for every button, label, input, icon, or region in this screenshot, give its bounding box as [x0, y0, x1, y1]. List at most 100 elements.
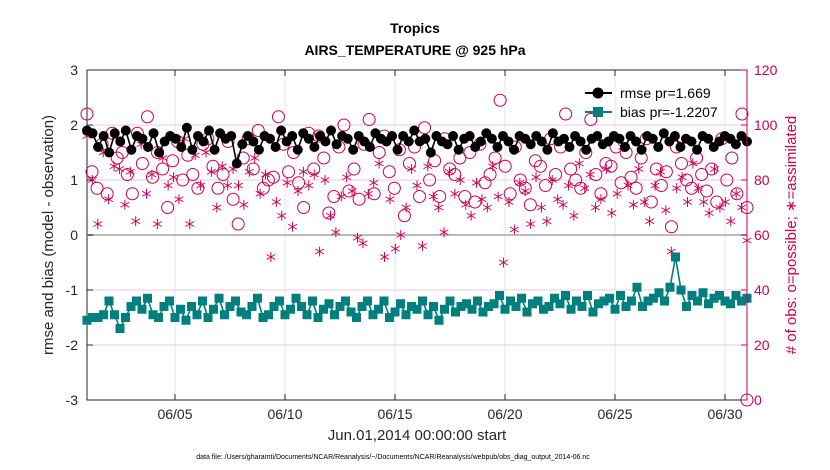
y-right-tick-label: 60 [754, 227, 770, 243]
bias-point [451, 307, 460, 317]
bias-point [616, 291, 625, 300]
obs-assimilated-point [244, 166, 254, 177]
rmse-point [653, 142, 664, 152]
obs-assimilated-point [672, 183, 682, 194]
rmse-point [226, 131, 237, 141]
bias-point [649, 293, 658, 303]
bias-point [379, 296, 389, 306]
obs-assimilated-point [185, 219, 195, 229]
bias-point [737, 296, 746, 306]
obs-assimilated-point [623, 180, 633, 191]
obs-assimilated-point [401, 202, 411, 213]
obs-possible-point [675, 157, 689, 170]
rmse-point [309, 142, 320, 152]
axis-ticks: 06/05 06/10 06/15 06/20 06/25 06/30 -3 -2 -1 0 1 2 3… [66, 62, 778, 422]
obs-assimilated-point [455, 175, 465, 185]
bias-point [247, 302, 257, 311]
bias-point [181, 315, 191, 325]
obs-assimilated-point [450, 188, 460, 199]
obs-assimilated-point [152, 219, 162, 229]
obs-assimilated-point [504, 197, 514, 207]
legend: rmse pr=1.669 bias pr=-1.2207 [585, 85, 718, 120]
rmse-point [98, 131, 109, 141]
obs-possible-point [362, 113, 376, 126]
bias-point [627, 296, 636, 306]
bias-point [407, 302, 416, 311]
obs-assimilated-point [298, 166, 308, 177]
rmse-point [148, 128, 159, 139]
rmse-point [115, 136, 126, 147]
obs-possible-point [695, 168, 709, 181]
obs-assimilated-point [639, 197, 649, 207]
y-right-tick-label: 100 [754, 117, 778, 133]
obs-possible-point [80, 107, 94, 121]
rmse-point [143, 142, 154, 152]
rmse-point [364, 142, 375, 152]
bias-point [368, 310, 378, 320]
rmse-point [93, 142, 104, 152]
rmse-point [198, 136, 209, 147]
obs-assimilated-point [439, 227, 449, 238]
rmse-point [187, 144, 198, 155]
bias-point [500, 304, 510, 314]
obs-possible-point [463, 146, 477, 159]
obs-possible-point [448, 168, 462, 181]
rmse-point [204, 125, 215, 136]
obs-assimilated-point [509, 224, 519, 235]
bias-point [82, 315, 92, 325]
bias-point [176, 304, 185, 314]
obs-assimilated-point [709, 164, 720, 174]
rmse-point [420, 133, 431, 144]
bias-point [715, 291, 724, 300]
rmse-point [475, 136, 486, 147]
y-right-tick-label: 40 [754, 282, 770, 298]
obs-assimilated-point [206, 166, 217, 177]
bias-point [429, 302, 438, 311]
bias-point [352, 313, 361, 322]
obs-possible-point [584, 113, 598, 126]
rmse-point [209, 144, 220, 155]
bias-point [423, 310, 433, 320]
rmse-point [492, 142, 503, 152]
rmse-point [658, 128, 669, 139]
obs-possible-point [614, 176, 628, 190]
obs-possible-point [629, 181, 643, 195]
obs-assimilated-point [547, 175, 557, 185]
bias-point [517, 293, 526, 303]
bias-point [137, 304, 147, 314]
series-bias [82, 252, 752, 333]
obs-possible-point [725, 151, 739, 165]
bias-point [220, 310, 229, 320]
rmse-point [231, 158, 242, 169]
bias-point [632, 282, 642, 292]
obs-possible-point [342, 184, 356, 198]
y-axis-label-right: # of obs: o=possible; ∗=assimilated [783, 116, 800, 355]
obs-possible-point [407, 140, 421, 154]
rmse-point [331, 139, 342, 150]
obs-possible-point [266, 170, 280, 184]
obs-possible-point [140, 110, 154, 124]
obs-assimilated-point [325, 210, 336, 221]
obs-assimilated-point [342, 172, 352, 183]
obs-possible-point [700, 184, 714, 198]
rmse-point [104, 147, 115, 158]
rmse-point [170, 133, 181, 144]
bias-point [225, 302, 235, 311]
bias-point [302, 310, 312, 320]
obs-possible-point [186, 168, 200, 181]
bias-point [324, 299, 334, 309]
series-obs-assimilated [82, 131, 752, 268]
bias-point [577, 302, 587, 311]
bias-point [440, 304, 449, 314]
obs-assimilated-point [390, 243, 400, 254]
rmse-point [348, 144, 359, 155]
x-tick-label: 06/20 [487, 406, 522, 422]
bias-point [269, 302, 279, 311]
obs-assimilated-point [385, 194, 395, 205]
rmse-point [619, 142, 630, 152]
bias-point [209, 304, 218, 314]
bias-point [467, 304, 477, 314]
rmse-point [448, 131, 459, 141]
obs-assimilated-point [369, 177, 379, 188]
obs-assimilated-point [553, 194, 563, 205]
